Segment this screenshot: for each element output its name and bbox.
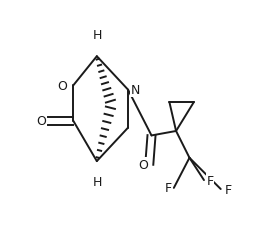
Text: O: O [36,115,46,128]
Text: H: H [93,29,103,42]
Text: O: O [138,158,148,171]
Text: F: F [224,183,232,196]
Text: H: H [93,175,103,188]
Text: N: N [130,84,140,97]
Text: O: O [57,79,67,92]
Text: F: F [165,182,172,195]
Text: F: F [207,174,214,187]
